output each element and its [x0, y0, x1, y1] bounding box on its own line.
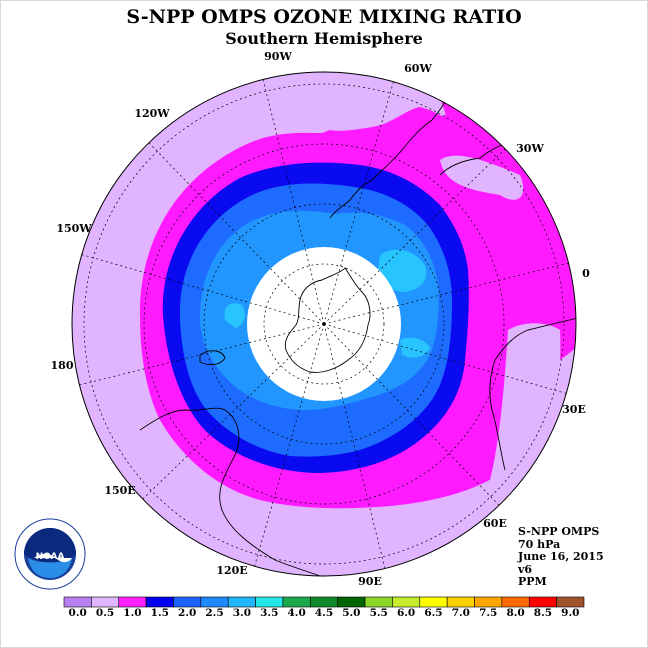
colorbar-tick-label: 3.5	[260, 607, 279, 619]
page-subtitle: Southern Hemisphere	[225, 29, 423, 48]
south-america-coastline	[329, 72, 456, 219]
meridian-line	[73, 251, 325, 325]
longitude-label: 30W	[516, 142, 544, 155]
meridian-line	[323, 323, 388, 576]
colorbar-tick-label: 1.5	[150, 607, 169, 619]
colorbar-tick-label: 1.0	[123, 607, 142, 619]
africa-coastline	[489, 317, 576, 471]
info-version: v6	[518, 562, 533, 576]
antarctica-coastline	[284, 267, 371, 373]
meridian-line	[72, 323, 325, 388]
info-pressure-level: 70 hPa	[518, 537, 561, 551]
longitude-label: 120E	[216, 564, 247, 577]
longitude-label: 30E	[562, 403, 586, 416]
meridian-line	[323, 73, 397, 325]
colorbar-tick-label: 0.0	[68, 607, 87, 619]
meridian-line	[323, 323, 575, 397]
colorbar-tick-label: 2.5	[205, 607, 224, 619]
colorbar-tick-label: 2.0	[178, 607, 197, 619]
longitude-label: 90W	[264, 50, 292, 63]
meridian-line	[323, 143, 512, 325]
longitude-label: 0	[582, 267, 590, 280]
longitude-label: 150E	[104, 484, 135, 497]
meridian-line	[143, 136, 325, 325]
colorbar-tick-label: 6.5	[424, 607, 443, 619]
longitude-label: 90E	[358, 575, 382, 588]
colorbar-tick-label: 9.0	[561, 607, 580, 619]
page-title: S-NPP OMPS OZONE MIXING RATIO	[126, 6, 522, 28]
meridian-line	[260, 72, 325, 325]
meridian-line	[323, 323, 505, 512]
colorbar-tick-label: 4.0	[287, 607, 306, 619]
colorbar-tick-label: 7.5	[479, 607, 498, 619]
colorbar-tick-label: 6.0	[396, 607, 416, 619]
noaa-logo: NOAA	[14, 518, 86, 590]
info-units: PPM	[518, 575, 547, 588]
logo-text: NOAA	[36, 552, 65, 562]
colorbar-tick-label: 7.0	[451, 607, 470, 619]
longitude-label: 60W	[404, 62, 432, 75]
colorbar-tick-label: 0.5	[95, 607, 115, 619]
longitude-label: 150W	[56, 222, 92, 235]
longitude-label: 180	[51, 359, 74, 372]
colorbar-tick-label: 4.5	[314, 607, 334, 619]
colorbar-tick-label: 8.5	[533, 607, 553, 619]
australia-coastline	[139, 407, 331, 576]
longitude-label: 60E	[483, 517, 507, 530]
meridian-line	[323, 260, 576, 325]
colorbar-tick-label: 8.0	[506, 607, 525, 619]
info-satellite: S-NPP OMPS	[518, 525, 600, 538]
colorbar-tick-label: 5.5	[369, 607, 388, 619]
colorbar-tick-label: 5.0	[342, 607, 361, 619]
info-date: June 16, 2015	[518, 550, 604, 563]
meridian-line	[136, 323, 325, 505]
colorbar-tick-label: 3.0	[232, 607, 252, 619]
longitude-label: 120W	[134, 107, 170, 120]
meridian-line	[251, 323, 325, 575]
